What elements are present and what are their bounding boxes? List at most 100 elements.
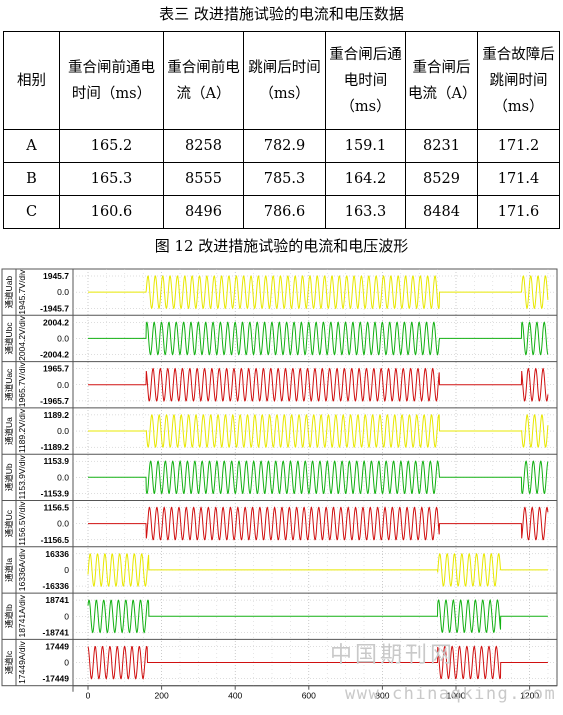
channel-zero-label: 0.0: [57, 426, 69, 436]
header-pre-reclose-time: 重合闸前通电时间（ms）: [59, 31, 164, 130]
table-cell: 8484: [405, 195, 478, 229]
table-caption: 表三 改进措施试验的电流和电压数据: [159, 5, 404, 23]
channel-max-label: 1189.2: [43, 410, 69, 420]
waveform-trace: [88, 321, 549, 356]
channel-name-label: 通道Ub: [4, 463, 14, 491]
header-fault-trip-time: 重合故障后跳闸时间（ms）: [477, 31, 560, 130]
channel-min-label: -2004.2: [40, 350, 69, 360]
channel-min-label: -1945.7: [40, 303, 69, 313]
channel-max-label: 16336: [45, 549, 69, 559]
channel-name-label: 通道Ubc: [4, 322, 14, 355]
table-cell: 785.3: [243, 162, 326, 196]
table-cell: 165.3: [59, 162, 164, 196]
waveform-trace: [88, 367, 549, 402]
channel-scale-label: 1189.2V/div: [17, 408, 27, 453]
channel-name-label: 通道Ia: [4, 558, 14, 582]
table-cell: 171.4: [477, 162, 560, 196]
x-tick-label: 200: [155, 691, 169, 701]
table-row: B 165.3 8555 785.3 164.2 8529 171.4: [3, 162, 560, 196]
header-pre-reclose-current: 重合闸前电流（A）: [163, 31, 244, 130]
channel-scale-label: 18741A/div: [17, 594, 27, 637]
data-table: 相别 重合闸前通电时间（ms） 重合闸前电流（A） 跳闸后时间（ms） 重合闸后…: [3, 31, 560, 229]
waveform-trace: [88, 413, 549, 448]
channel-scale-label: 1156.5V/div: [17, 501, 27, 546]
watermark-text: 中国期刊网: [330, 643, 456, 668]
table-cell: 159.1: [325, 129, 406, 163]
channel-max-label: 1945.7: [43, 271, 69, 281]
table-cell: 786.6: [243, 195, 326, 229]
waveform-trace: [88, 506, 549, 541]
header-post-trip-time: 跳闸后时间（ms）: [243, 31, 326, 130]
waveform-trace: [87, 552, 548, 588]
channel-min-label: -18741: [43, 627, 70, 637]
channel-zero-label: 0.0: [57, 333, 69, 343]
table-header-row: 相别 重合闸前通电时间（ms） 重合闸前电流（A） 跳闸后时间（ms） 重合闸后…: [3, 31, 560, 130]
channel-scale-label: 17449A/div: [17, 641, 27, 684]
channel-max-label: 1965.7: [43, 364, 69, 374]
table-cell: 163.3: [325, 195, 406, 229]
waveform-figure: 通道Uab 1945.7V/div 1945.7 0.0 -1945.7 通道Ubc 200…: [0, 262, 563, 711]
channel-zero-label: 0.0: [57, 287, 69, 297]
waveform-trace: [87, 645, 548, 680]
channel-zero-label: 0.0: [57, 380, 69, 390]
table-row: A 165.2 8258 782.9 159.1 8231 171.2: [3, 129, 560, 163]
table-cell: 171.6: [477, 195, 560, 229]
channel-scale-label: 2004.2V/div: [17, 315, 27, 361]
channel-name-label: 通道Uac: [4, 368, 14, 401]
table-cell: B: [3, 162, 60, 196]
channel-scale-label: 16336A/div: [17, 548, 27, 591]
channel-zero-label: 0.0: [57, 519, 69, 529]
channel-name-label: 通道Uc: [4, 509, 14, 537]
table-cell: C: [3, 195, 60, 229]
x-tick-label: 1200: [520, 691, 539, 701]
channel-zero-label: 0: [64, 658, 69, 668]
channel-name-label: 通道Ib: [4, 604, 14, 628]
channel-max-label: 18741: [45, 595, 69, 605]
watermark-url: www.chinaqking.com: [345, 684, 557, 704]
table-cell: 165.2: [59, 129, 164, 163]
header-phase: 相别: [3, 31, 60, 130]
table-cell: 8258: [163, 129, 244, 163]
channel-name-label: 通道Uab: [4, 276, 14, 309]
x-tick-label: 400: [228, 691, 242, 701]
table-cell: 171.2: [477, 129, 560, 163]
waveform-trace: [87, 599, 548, 634]
header-post-reclose-time: 重合闸后通电时间（ms）: [325, 31, 406, 130]
channel-max-label: 2004.2: [43, 317, 69, 327]
channel-min-label: -1156.5: [41, 535, 70, 545]
channel-scale-label: 1153.9V/div: [17, 454, 27, 499]
channel-min-label: -1965.7: [40, 396, 69, 406]
channel-name-label: 通道Ic: [4, 650, 14, 674]
channel-zero-label: 0.0: [57, 472, 69, 482]
channel-min-label: -17449: [43, 674, 70, 684]
x-tick-label: 0: [86, 691, 91, 701]
header-post-reclose-current: 重合闸后电流（A）: [405, 31, 478, 130]
table-row: C 160.6 8496 786.6 163.3 8484 171.6: [3, 195, 560, 229]
table-cell: A: [3, 129, 60, 163]
x-tick-label: 800: [375, 691, 389, 701]
channel-zero-label: 0: [64, 565, 69, 575]
table-cell: 8555: [163, 162, 244, 196]
channel-min-label: -1189.2: [41, 442, 70, 452]
channel-max-label: 17449: [45, 641, 69, 651]
channel-min-label: -1153.9: [41, 489, 70, 499]
channel-scale-label: 1945.7V/div: [17, 269, 27, 315]
table-cell: 8231: [405, 129, 478, 163]
table-cell: 8529: [405, 162, 478, 196]
channel-min-label: -16336: [43, 581, 70, 591]
channel-zero-label: 0: [64, 611, 69, 621]
x-tick-label: 600: [302, 691, 316, 701]
table-cell: 164.2: [325, 162, 406, 196]
waveform-trace: [88, 275, 549, 310]
channel-max-label: 1153.9: [43, 456, 69, 466]
table-cell: 782.9: [243, 129, 326, 163]
table-cell: 8496: [163, 195, 244, 229]
table-cell: 160.6: [59, 195, 164, 229]
channel-scale-label: 1965.7V/div: [17, 362, 27, 408]
waveform-trace: [88, 460, 549, 495]
x-tick-label: 1000: [447, 691, 466, 701]
channel-max-label: 1156.5: [43, 503, 69, 513]
channel-name-label: 通道Ua: [4, 417, 14, 445]
figure-caption: 图 12 改进措施试验的电流和电压波形: [154, 237, 409, 255]
